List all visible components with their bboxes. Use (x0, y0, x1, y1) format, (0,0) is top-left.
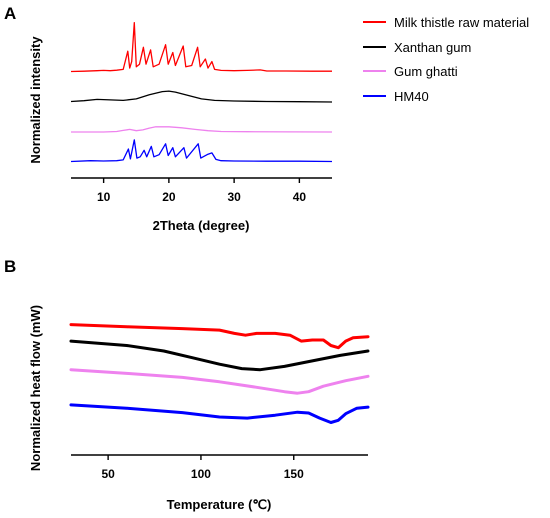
panel-b-series (69, 323, 370, 424)
panel-a-x-tick-label: 40 (293, 190, 307, 204)
panel-a-x-tick-label: 10 (97, 190, 111, 204)
legend-item: Xanthan gum (363, 40, 471, 55)
legend-item: HM40 (363, 89, 429, 104)
panel-b-series-line (69, 339, 370, 372)
panel-b-x-tick-label: 100 (191, 467, 211, 481)
panel-a-x-tick-label: 20 (162, 190, 176, 204)
panel-a-x-axis-title: 2Theta (degree) (153, 218, 250, 233)
legend-label-gum-ghatti: Gum ghatti (394, 64, 458, 79)
legend-label-xanthan-gum: Xanthan gum (394, 40, 471, 55)
legend-label-milk-thistle: Milk thistle raw material (394, 15, 529, 30)
panel-b-series-line (69, 368, 370, 395)
panel-b-chart: 50 100 150 Temperature (℃) Normalized heat… (28, 305, 370, 512)
legend-item: Milk thistle raw material (363, 15, 529, 30)
panel-a-y-axis-title: Normalized intensity (28, 36, 43, 164)
panel-a-x-ticks: 10 20 30 40 (97, 178, 306, 204)
legend: Milk thistle raw material Xanthan gum Gu… (363, 15, 529, 104)
panel-b-series-line (69, 403, 370, 424)
panel-a-series-line (71, 126, 333, 133)
panel-a-chart: 10 20 30 40 2Theta (degree) Normalized inte… (28, 21, 333, 233)
legend-label-hm40: HM40 (394, 89, 429, 104)
panel-b-series-line (69, 323, 370, 350)
panel-a-x-tick-label: 30 (227, 190, 241, 204)
panel-a-label: A (4, 4, 16, 23)
panel-b-label: B (4, 257, 16, 276)
panel-a-series (70, 21, 333, 163)
panel-b-x-ticks: 50 100 150 (101, 455, 304, 481)
panel-b-y-axis-title: Normalized heat flow (mW) (28, 305, 43, 471)
panel-a-series-line (70, 90, 333, 103)
panel-b-x-axis-title: Temperature (℃) (167, 497, 272, 512)
panel-b-x-tick-label: 150 (284, 467, 304, 481)
panel-a-series-line (70, 139, 333, 163)
legend-item: Gum ghatti (363, 64, 458, 79)
panel-b-x-tick-label: 50 (101, 467, 115, 481)
panel-a-series-line (70, 21, 332, 73)
